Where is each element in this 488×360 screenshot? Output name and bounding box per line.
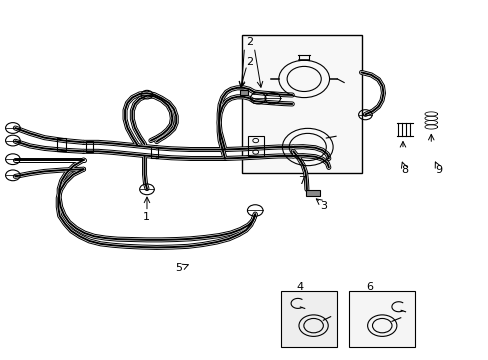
Text: 7: 7 [297, 176, 305, 186]
Bar [281, 291, 336, 347]
Bar [247, 136, 263, 156]
Text: 2: 2 [245, 57, 252, 67]
Bar [239, 90, 248, 95]
Text: 3: 3 [319, 201, 326, 211]
Bar [151, 147, 158, 158]
Text: 4: 4 [296, 282, 303, 292]
Text: 9: 9 [434, 165, 441, 175]
Bar [86, 141, 93, 152]
Bar [348, 291, 414, 347]
Bar [306, 190, 320, 196]
Text: 2: 2 [245, 37, 252, 47]
Text: 5: 5 [175, 263, 182, 273]
Text: 1: 1 [142, 212, 149, 221]
Text: 6: 6 [365, 282, 372, 292]
Bar [57, 138, 65, 150]
Text: 8: 8 [400, 165, 407, 175]
Bar [242, 35, 361, 173]
